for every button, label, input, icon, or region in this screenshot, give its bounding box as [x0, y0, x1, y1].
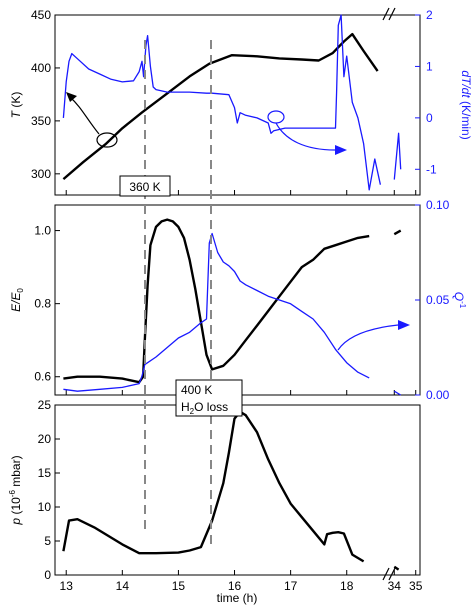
top-y-right-tick-label: 1 — [426, 59, 433, 73]
label-360k-box — [119, 175, 171, 197]
annotation-arrowhead-rate — [335, 145, 347, 155]
heating-rate-series-line — [62, 14, 402, 191]
middle-panel-frame — [54, 204, 421, 396]
middle-ylabel-right: Q-1 — [452, 292, 467, 309]
label-400k: 400 K — [181, 383, 212, 397]
bottom-y-tick-label: 15 — [38, 466, 52, 480]
x-tick-label: 18 — [340, 579, 354, 593]
middle-y-tick-label: 0.6 — [34, 370, 51, 384]
damping-series-line — [63, 232, 402, 396]
axis-break-top — [382, 7, 396, 21]
middle-y-right-tick-label: 0.00 — [426, 388, 450, 402]
axis-break-bottom — [382, 567, 396, 581]
axis-ticks: 13 14 15 16 17 18 34 35 300 350 400 450 -1 0 1 2 0.6 0.8 1… — [31, 8, 450, 593]
bottom-ylabel: p (10-6 mbar) — [8, 455, 23, 525]
top-y-right-tick-label: -1 — [426, 162, 437, 176]
bottom-y-tick-label: 0 — [44, 568, 51, 582]
pressure-series-line — [62, 410, 400, 571]
temperature-series-line — [63, 34, 394, 179]
top-y-tick-label: 400 — [31, 61, 51, 75]
annotation-circle-rate — [267, 110, 285, 124]
middle-y-tick-label: 0.8 — [34, 297, 51, 311]
label-400k-box — [175, 379, 243, 417]
top-ylabel: T (K) — [9, 92, 23, 119]
annotation-arrow-rate — [275, 122, 336, 151]
bottom-panel-frame — [54, 404, 421, 576]
middle-ylabel: E/E0 — [9, 288, 25, 312]
top-ylabel-right: dT/dt (K/min) — [459, 70, 473, 139]
annotation-arrow-temperature — [69, 96, 100, 135]
x-tick-label: 14 — [116, 579, 130, 593]
middle-y-right-tick-label: 0.05 — [426, 293, 450, 307]
bottom-y-tick-label: 5 — [44, 534, 51, 548]
top-panel-frame — [54, 14, 421, 196]
x-tick-label: 35 — [409, 579, 423, 593]
bottom-y-tick-label: 25 — [38, 398, 52, 412]
middle-y-tick-label: 1.0 — [34, 224, 51, 238]
annotation-arrow-q — [337, 324, 399, 351]
annotation-arrowhead-q — [398, 320, 410, 330]
top-y-tick-label: 350 — [31, 114, 51, 128]
x-axis-title: time (h) — [217, 591, 258, 605]
x-tick-label: 15 — [172, 579, 186, 593]
bottom-y-tick-label: 20 — [38, 432, 52, 446]
top-y-right-tick-label: 0 — [426, 111, 433, 125]
bottom-y-tick-label: 10 — [38, 500, 52, 514]
x-tick-label: 13 — [60, 579, 74, 593]
annotation-circle-temperature — [96, 132, 118, 148]
x-tick-label: 17 — [284, 579, 298, 593]
top-y-tick-label: 300 — [31, 167, 51, 181]
top-y-right-tick-label: 2 — [426, 8, 433, 22]
middle-y-right-tick-label: 0.10 — [426, 198, 450, 212]
x-tick-label: 34 — [388, 579, 402, 593]
series-layer — [62, 14, 402, 571]
label-360k: 360 K — [129, 180, 160, 194]
modulus-series-line — [63, 218, 402, 384]
annotation-arrowhead-temperature — [66, 92, 77, 102]
top-y-tick-label: 450 — [31, 8, 51, 22]
label-water-loss: H2O loss — [181, 400, 228, 416]
x-tick-label: 16 — [228, 579, 242, 593]
